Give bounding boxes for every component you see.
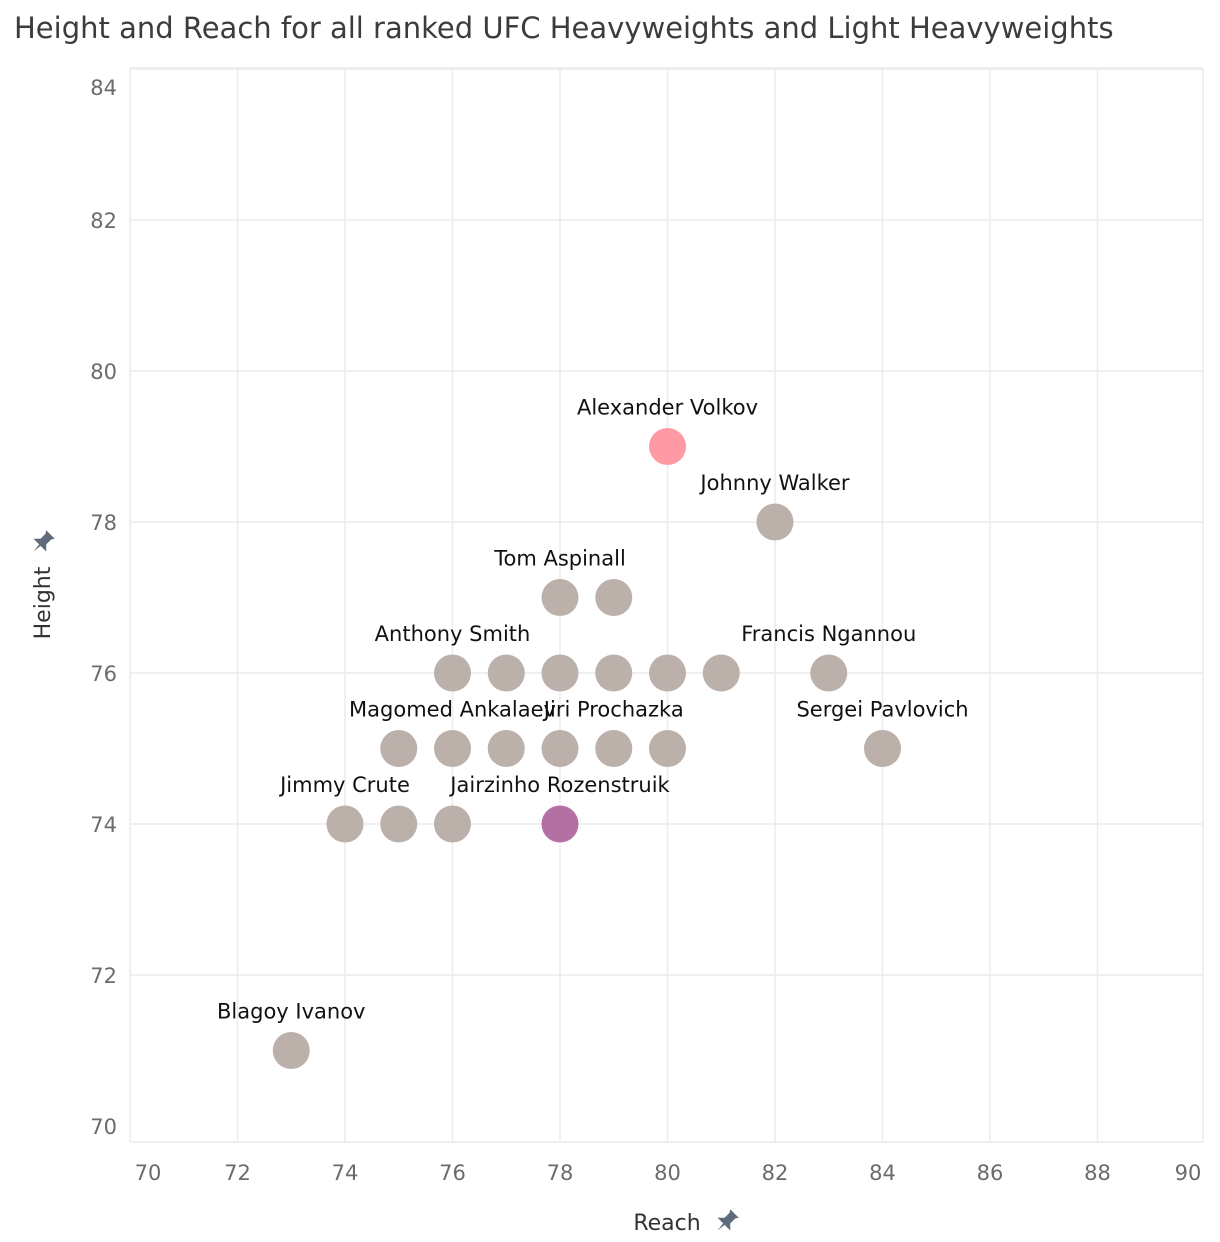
data-point[interactable]	[487, 730, 525, 767]
data-label: Johnny Walker	[698, 471, 850, 495]
data-point[interactable]	[864, 730, 901, 767]
data-label: Sergei Pavlovich	[796, 698, 968, 722]
data-point[interactable]	[595, 730, 633, 767]
y-tick-label: 80	[90, 360, 117, 384]
data-point[interactable]	[702, 654, 740, 692]
data-label: Tom Aspinall	[493, 547, 626, 571]
x-tick-label: 70	[135, 1161, 162, 1185]
x-tick-label: 78	[547, 1161, 574, 1185]
data-point[interactable]	[649, 730, 686, 767]
pin-icon[interactable]	[711, 1207, 741, 1237]
data-label: Jiri Prochazka	[542, 698, 684, 722]
data-point[interactable]	[487, 654, 525, 692]
y-tick-label: 72	[90, 964, 117, 988]
data-label: Francis Ngannou	[741, 622, 916, 646]
y-tick-label: 70	[90, 1115, 117, 1139]
y-axis-title-group: Height	[27, 528, 57, 639]
x-tick-label: 76	[439, 1161, 466, 1185]
data-point[interactable]	[649, 428, 686, 465]
data-point[interactable]	[810, 654, 848, 692]
x-tick-label: 82	[762, 1161, 789, 1185]
y-tick-label: 84	[90, 76, 117, 100]
x-tick-label: 84	[869, 1161, 896, 1185]
x-axis-ticks: 70 72 74 76 78 80 82 84 86 88 90	[135, 1161, 1202, 1185]
point-labels: Alexander Volkov Johnny Walker Tom Aspinal…	[217, 396, 969, 1024]
x-axis-title-group: Reach	[633, 1207, 741, 1237]
data-point[interactable]	[380, 805, 418, 843]
data-point[interactable]	[541, 805, 579, 843]
data-point[interactable]	[272, 1032, 310, 1069]
data-label: Anthony Smith	[375, 622, 531, 646]
data-point[interactable]	[541, 730, 579, 767]
data-point[interactable]	[541, 579, 579, 616]
x-tick-label: 80	[654, 1161, 681, 1185]
data-label: Alexander Volkov	[577, 396, 758, 420]
x-tick-label: 86	[977, 1161, 1004, 1185]
data-point[interactable]	[541, 654, 579, 692]
data-point[interactable]	[434, 805, 471, 843]
data-point[interactable]	[434, 654, 471, 692]
y-tick-label: 74	[90, 813, 117, 837]
data-label: Blagoy Ivanov	[217, 1000, 365, 1024]
data-points	[272, 428, 901, 1069]
y-tick-label: 76	[90, 662, 117, 686]
grid	[129, 67, 1204, 1143]
x-tick-label: 74	[332, 1161, 359, 1185]
x-tick-label: 88	[1084, 1161, 1111, 1185]
x-axis-title: Reach	[633, 1211, 700, 1236]
pin-icon[interactable]	[27, 528, 57, 558]
y-axis-ticks: 70 72 74 76 78 80 82 84	[90, 76, 117, 1139]
y-axis-title: Height	[31, 566, 56, 639]
data-point[interactable]	[649, 654, 686, 692]
y-tick-label: 82	[90, 209, 117, 233]
chart-title: Height and Reach for all ranked UFC Heav…	[14, 11, 1114, 45]
y-tick-label: 78	[90, 511, 117, 535]
x-tick-label: 72	[224, 1161, 251, 1185]
data-point[interactable]	[326, 805, 364, 843]
data-label: Jairzinho Rozenstruik	[448, 773, 670, 797]
data-label: Jimmy Crute	[278, 773, 410, 797]
data-point[interactable]	[595, 654, 633, 692]
data-point[interactable]	[434, 730, 471, 767]
data-point[interactable]	[595, 579, 633, 616]
data-point[interactable]	[756, 503, 794, 541]
data-label: Magomed Ankalaev	[349, 698, 556, 722]
x-tick-label: 90	[1175, 1161, 1202, 1185]
data-point[interactable]	[380, 730, 418, 767]
